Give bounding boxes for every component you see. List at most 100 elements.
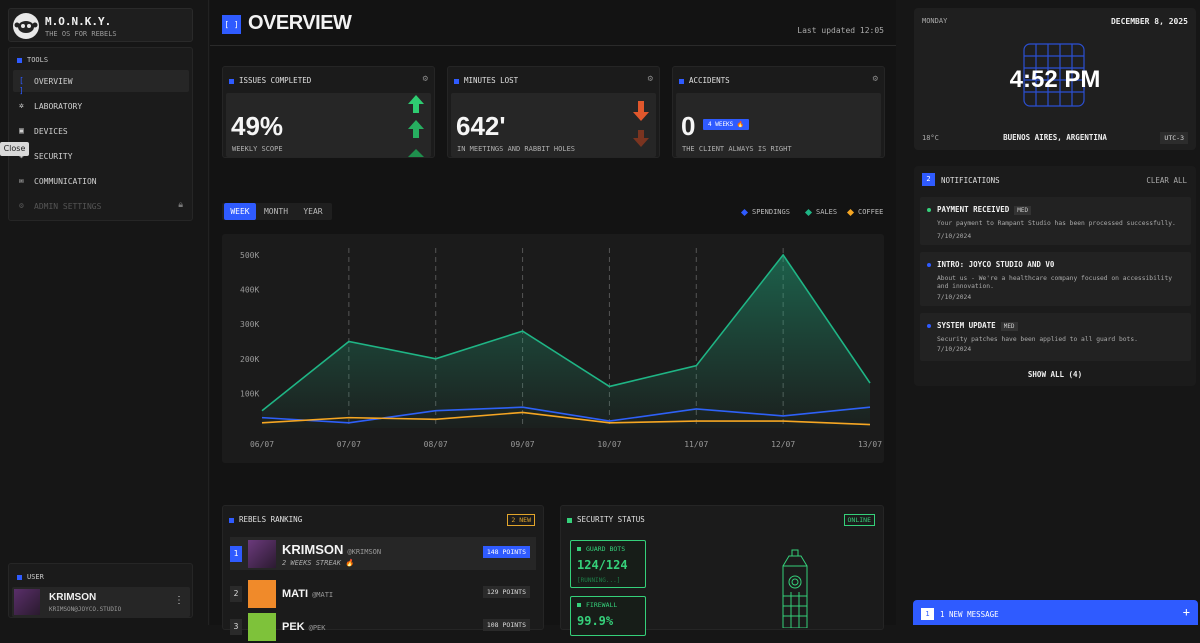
tab-year[interactable]: YEAR [303,207,323,216]
x-tick-label: 11/07 [684,440,708,449]
new-message-bar[interactable]: 1 1 NEW MESSAGE + [913,600,1198,625]
user-name: KRIMSON [49,592,97,603]
plus-icon[interactable]: + [1182,605,1190,619]
nav-item-overview[interactable]: [ ] OVERVIEW [13,70,189,95]
notification-item[interactable]: SYSTEM UPDATE MED Security patches have b… [920,313,1191,361]
user-card[interactable]: KRIMSON KRIMSON@JOYCO.STUDIO ⋮ [12,587,190,617]
notification-title: INTRO: JOYCO STUDIO AND V0 [937,260,1055,269]
gear-icon[interactable]: ⚙ [872,74,878,84]
stat-card-issues: ISSUES COMPLETED ⚙ 49% WEEKLY SCOPE [222,66,435,158]
rebels-ranking-panel: REBELS RANKING 2 NEW 1 KRIMSON @KRIMSON 2… [222,505,544,641]
rank-number: 2 [230,586,242,602]
tab-month[interactable]: MONTH [263,207,289,216]
page-title: OVERVIEW [248,12,352,34]
arrow-down-icon [633,101,649,147]
diamond-icon [804,208,813,216]
ranking-row[interactable]: 3 PEK @PEK 108 POINTS [230,610,536,643]
notification-body: Security patches have been applied to al… [937,336,1138,343]
box-title: GUARD BOTS [577,545,625,553]
message-count: 1 [921,608,934,620]
nav-item-devices[interactable]: ▣ DEVICES [19,126,68,136]
notification-item[interactable]: PAYMENT RECEIVED MED Your payment to Ramp… [920,197,1191,245]
sales-area [262,254,870,428]
streak-text: 2 WEEKS STREAK 🔥 [282,559,354,567]
ranking-row[interactable]: 1 KRIMSON @KRIMSON 2 WEEKS STREAK 🔥 148 P… [230,537,536,570]
legend-sales: SALES [804,208,837,216]
notification-body: About us - We're a healthcare company fo… [937,275,1173,290]
brand-subtitle: THE OS FOR REBELS [45,30,117,38]
y-tick-label: 400K [240,286,259,295]
period-tabs: WEEK MONTH YEAR [222,203,332,220]
notification-item[interactable]: INTRO: JOYCO STUDIO AND V0 About us - We… [920,252,1191,306]
user-section-label: USER [17,573,44,581]
lock-icon: 🔒︎ [178,200,183,210]
status-dot [927,208,931,212]
nav-item-communication[interactable]: ✉ COMMUNICATION [19,176,97,186]
chart-svg: 06/07 07/07 08/07 09/07 10/07 11/07 12/07 13/07… [240,248,882,449]
brand[interactable]: M.O.N.K.Y. THE OS FOR REBELS [8,8,193,42]
show-all-button[interactable]: SHOW ALL (4) [1027,370,1083,379]
bracket-icon: [ ] [222,15,241,34]
gear-icon[interactable]: ⚙ [422,74,428,84]
square-icon [17,574,22,580]
notification-title: SYSTEM UPDATE MED [937,321,1018,331]
stat-card-accidents: ACCIDENTS ⚙ 0 4 WEEKS 🔥 THE CLIENT ALWAY… [672,66,885,158]
ranking-row[interactable]: 2 MATI @MATI 129 POINTS [230,577,536,610]
guard-bots-box: GUARD BOTS 124/124 [RUNNING...] [570,540,646,588]
tooltip: Close [0,142,29,156]
rank-number: 1 [230,546,242,562]
nav-item-security[interactable]: ◈SECURITY [13,145,189,167]
x-tick-label: 09/07 [511,440,535,449]
notification-body: Your payment to Rampant Studio has been … [937,220,1176,227]
box-title: FIREWALL [577,601,617,609]
clear-all-button[interactable]: CLEAR ALL [1146,176,1187,185]
stat-value: 0 [681,111,696,141]
panel-title: REBELS RANKING [229,515,302,524]
priority-badge: MED [1014,206,1032,215]
points-badge: 129 POINTS [482,586,530,598]
stat-value: 49% [231,111,284,141]
points-badge: 148 POINTS [482,546,530,558]
rebel-name: KRIMSON @KRIMSON [282,542,382,557]
stat-subtitle: THE CLIENT ALWAYS IS RIGHT [682,145,792,153]
priority-badge: MED [1000,322,1018,331]
more-icon[interactable]: ⋮ [174,595,184,606]
stat-subtitle: WEEKLY SCOPE [232,145,283,153]
stat-body: 0 4 WEEKS 🔥 THE CLIENT ALWAYS IS RIGHT [676,93,881,157]
stat-body: 642' IN MEETINGS AND RABBIT HOLES [451,93,656,157]
x-tick-label: 13/07 [858,440,882,449]
security-status-panel: SECURITY STATUS ONLINE GUARD BOTS 124/12… [560,505,884,636]
location: BUENOS AIRES, ARGENTINA [1003,133,1107,142]
stat-card-minutes: MINUTES LOST ⚙ 642' IN MEETINGS AND RABB… [447,66,660,158]
tab-week[interactable]: WEEK [224,203,256,220]
tower-icon [782,549,808,628]
x-tick-label: 07/07 [337,440,361,449]
rank-number: 3 [230,619,242,635]
tools-nav: TOOLS [ ]OVERVIEW ✲LABORATORY ▣DEVICES ◈… [8,47,193,221]
notifications-count: 2 [922,173,935,186]
diamond-icon [740,208,749,216]
main-content: [ ] OVERVIEW Last updated 12:05 ISSUES C… [210,0,896,641]
arrow-up-icon [408,95,424,157]
nav-item-admin-settings: ⚙ ADMIN SETTINGS 🔒︎ [19,200,183,211]
square-icon [577,547,581,551]
square-icon [567,517,572,523]
nav-item-laboratory[interactable]: ✲ LABORATORY [19,101,83,111]
status-dot [927,324,931,328]
brand-title: M.O.N.K.Y. [45,15,112,28]
timezone-badge: UTC-3 [1160,132,1188,144]
stat-subtitle: IN MEETINGS AND RABBIT HOLES [457,145,576,153]
box-value: 124/124 [577,558,628,572]
x-tick-label: 08/07 [424,440,448,449]
avatar [248,613,276,641]
status-badge: ONLINE [843,514,875,526]
clock-day: MONDAY [922,17,948,25]
avatar [14,589,40,615]
page-header: [ ] OVERVIEW Last updated 12:05 [210,0,896,46]
square-icon [679,78,684,84]
monkey-logo-icon [13,13,39,39]
gear-icon[interactable]: ⚙ [647,74,653,84]
cpu-icon: ▣ [19,126,24,135]
square-icon [577,603,581,607]
stat-title: MINUTES LOST [454,76,518,85]
